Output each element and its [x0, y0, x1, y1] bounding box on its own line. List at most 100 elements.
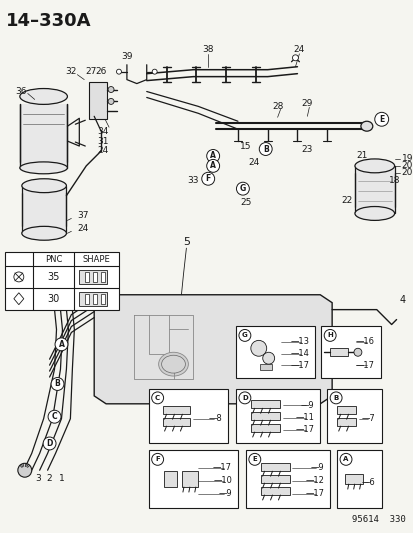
Bar [22, 185, 66, 233]
Ellipse shape [354, 206, 394, 221]
Text: 2: 2 [47, 474, 52, 483]
Text: —17: —17 [304, 489, 323, 498]
Circle shape [238, 392, 250, 404]
Ellipse shape [254, 345, 262, 351]
Text: 24: 24 [247, 158, 259, 167]
Bar [245, 450, 329, 508]
Bar [20, 104, 67, 168]
Bar [260, 487, 290, 495]
Bar [162, 418, 190, 426]
Text: 24: 24 [97, 147, 108, 156]
Circle shape [108, 99, 114, 104]
Text: 27: 27 [85, 67, 97, 76]
Bar [326, 389, 381, 443]
Text: 21: 21 [355, 151, 367, 160]
Text: 39: 39 [121, 52, 132, 61]
Text: A: A [58, 340, 64, 349]
Ellipse shape [22, 227, 66, 240]
Text: 18: 18 [388, 176, 399, 185]
Bar [260, 475, 290, 483]
Circle shape [151, 392, 163, 404]
Text: A: A [58, 285, 64, 294]
Text: 28: 28 [271, 102, 282, 111]
Text: 35: 35 [47, 272, 59, 282]
Text: —17: —17 [212, 463, 231, 472]
Text: —6: —6 [361, 478, 375, 487]
Text: A: A [210, 151, 216, 160]
Bar [148, 389, 228, 443]
Bar [93, 272, 97, 282]
Text: SHAPE: SHAPE [83, 255, 110, 263]
Text: 14–330A: 14–330A [6, 12, 91, 30]
Circle shape [353, 348, 361, 356]
Bar [250, 412, 280, 420]
Text: 26: 26 [95, 67, 107, 76]
Bar [250, 400, 280, 408]
Text: —12: —12 [305, 476, 323, 485]
Text: —17: —17 [290, 361, 309, 370]
Bar [235, 389, 320, 443]
Text: —9: —9 [300, 401, 313, 410]
Text: 20: 20 [401, 168, 412, 177]
Circle shape [108, 86, 114, 93]
Ellipse shape [158, 352, 188, 376]
Circle shape [152, 69, 157, 74]
Text: 24: 24 [77, 224, 88, 233]
Text: 31: 31 [97, 136, 108, 146]
Text: 38: 38 [202, 45, 214, 54]
Circle shape [116, 69, 121, 74]
Circle shape [259, 142, 271, 156]
Circle shape [339, 454, 351, 465]
Text: —7: —7 [361, 415, 375, 423]
Text: 23: 23 [301, 144, 312, 154]
Text: 24: 24 [293, 45, 304, 54]
Bar [336, 418, 355, 426]
Text: 4: 4 [399, 295, 405, 305]
Text: H: H [327, 333, 332, 338]
Circle shape [292, 55, 298, 61]
Circle shape [248, 454, 260, 465]
Text: —13: —13 [290, 337, 309, 346]
Text: 22: 22 [341, 196, 352, 205]
Bar [79, 270, 107, 284]
Bar [101, 294, 105, 304]
Text: —14: —14 [290, 349, 309, 358]
Circle shape [48, 410, 61, 423]
Text: 37: 37 [77, 211, 89, 220]
Circle shape [262, 352, 274, 364]
Text: E: E [378, 115, 383, 124]
Bar [336, 406, 355, 414]
Ellipse shape [20, 162, 67, 174]
Bar [181, 471, 197, 487]
Text: B: B [262, 144, 268, 154]
Text: 25: 25 [240, 198, 251, 207]
Bar [329, 348, 347, 356]
Circle shape [238, 329, 250, 341]
Text: —8: —8 [208, 415, 221, 423]
Circle shape [236, 182, 249, 195]
Text: 32: 32 [66, 67, 77, 76]
Text: —16: —16 [355, 337, 374, 346]
Text: 20: 20 [401, 161, 412, 171]
Text: B: B [55, 379, 60, 389]
Circle shape [51, 377, 64, 391]
Circle shape [201, 172, 214, 185]
Circle shape [55, 284, 68, 296]
Text: C: C [155, 395, 160, 401]
Ellipse shape [360, 121, 372, 131]
Bar [85, 294, 89, 304]
Text: C: C [52, 412, 57, 421]
Bar [101, 272, 105, 282]
Text: A: A [342, 456, 348, 462]
Ellipse shape [354, 159, 394, 173]
Text: A: A [210, 161, 216, 171]
Text: 95614  330: 95614 330 [351, 515, 404, 524]
Text: —17: —17 [294, 425, 313, 434]
Text: 30: 30 [47, 294, 59, 304]
Text: D: D [46, 439, 52, 448]
Text: G: G [239, 184, 245, 193]
Bar [89, 82, 107, 119]
Bar [336, 450, 381, 508]
Text: G: G [242, 333, 247, 338]
Polygon shape [94, 295, 331, 404]
